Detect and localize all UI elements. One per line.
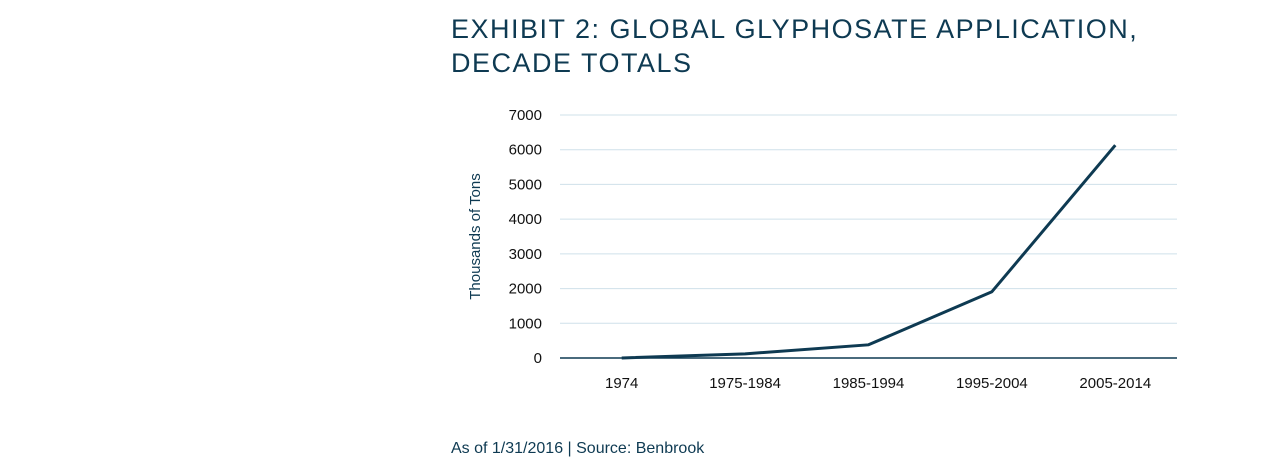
series-line [621,144,1117,360]
source-footnote: As of 1/31/2016 | Source: Benbrook [451,440,705,457]
chart-title-line-2: DECADE TOTALS [451,48,693,78]
y-tick-label: 1000 [509,315,542,332]
chart-title: EXHIBIT 2: GLOBAL GLYPHOSATE APPLICATION… [451,12,1138,80]
x-tick-label: 1975-1984 [709,375,781,392]
y-axis-title: Thousands of Tons [467,173,484,299]
y-tick-label: 5000 [509,176,542,193]
line-chart: 0 1000 2000 3000 4000 5000 6000 7000 1974 1975-19… [467,107,1177,392]
x-tick-label: 1974 [605,375,638,392]
y-tick-label: 0 [534,350,542,367]
y-tick-label: 3000 [509,246,542,263]
y-tick-label: 4000 [509,211,542,228]
x-tick-label: 1985-1994 [833,375,905,392]
y-tick-label: 2000 [509,281,542,298]
y-tick-label: 7000 [509,107,542,124]
chart-area: 0 1000 2000 3000 4000 5000 6000 7000 1974 1975-19… [450,95,1210,405]
y-tick-label: 6000 [509,142,542,159]
chart-title-line-1: EXHIBIT 2: GLOBAL GLYPHOSATE APPLICATION… [451,14,1139,44]
x-tick-label: 1995-2004 [956,375,1028,392]
x-tick-label: 2005-2014 [1079,375,1151,392]
